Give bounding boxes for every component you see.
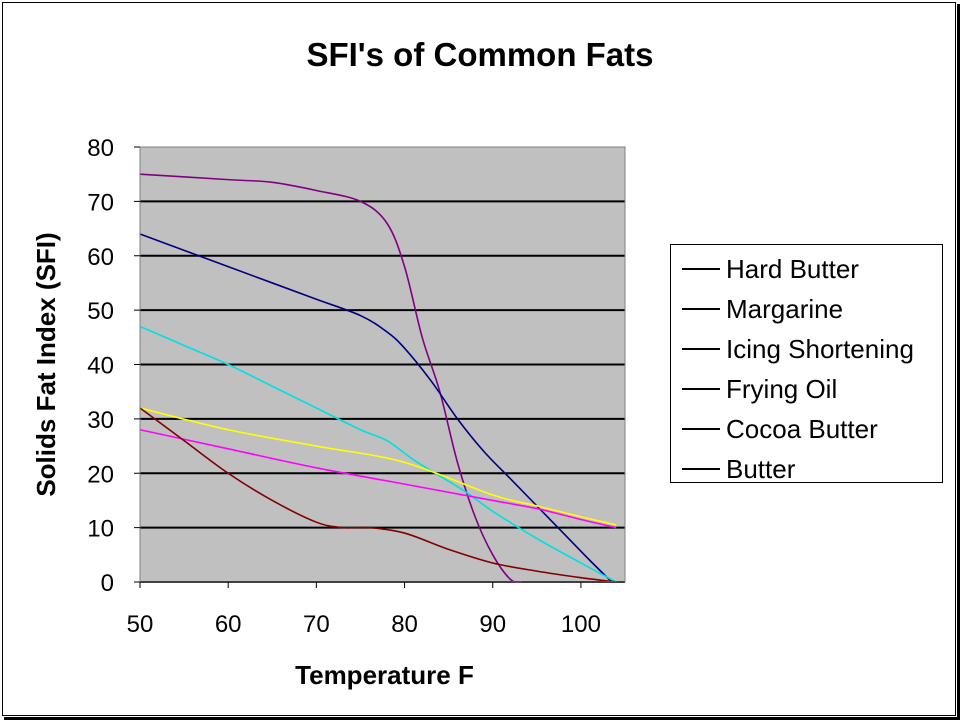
legend-label: Icing Shortening [726,333,914,364]
legend-label: Cocoa Butter [726,413,878,444]
y-tick-label: 30 [87,407,114,434]
legend-swatch [682,348,720,350]
y-axis-ticks: 0 10 20 30 40 50 60 70 80 [87,135,140,597]
y-tick-label: 20 [87,461,114,488]
y-tick-label: 40 [87,353,114,380]
legend-item: Butter [671,449,942,489]
frame-shadow-right [957,4,960,720]
legend: Hard Butter Margarine Icing Shortening Fryi… [670,244,943,484]
legend-swatch [682,468,720,470]
legend-swatch [682,308,720,310]
y-axis-title: Solids Fat Index (SFI) [31,232,61,496]
x-tick-label: 50 [127,611,154,638]
x-tick-label: 60 [215,611,242,638]
x-tick-label: 100 [561,611,601,638]
x-tick-label: 90 [479,611,506,638]
y-tick-label: 0 [101,570,114,597]
legend-swatch [682,268,720,270]
y-tick-label: 80 [87,135,114,162]
series-line-hard-butter [139,173,523,583]
legend-label: Hard Butter [726,253,859,284]
y-tick-label: 70 [87,189,114,216]
legend-label: Frying Oil [726,373,838,404]
legend-item: Cocoa Butter [671,409,942,449]
series-line-frying-oil [139,407,617,526]
legend-item: Icing Shortening [671,329,942,369]
x-tick-label: 70 [303,611,330,638]
series-line-cocoa-butter [139,428,617,529]
y-tick-label: 50 [87,298,114,325]
x-axis-ticks: 50 60 70 80 90 100 [127,582,601,638]
series-line-margarine [139,233,613,583]
legend-item: Frying Oil [671,369,942,409]
series-line-butter [139,407,617,583]
frame-shadow-bottom [4,717,960,720]
y-tick-label: 10 [87,516,114,543]
legend-item: Margarine [671,289,942,329]
legend-label: Butter [726,453,796,484]
series-lines [139,173,617,583]
legend-item: Hard Butter [671,249,942,289]
chart-title: SFI's of Common Fats [306,36,654,73]
legend-label: Margarine [726,293,844,324]
x-tick-label: 80 [391,611,418,638]
legend-swatch [682,388,720,390]
series-line-icing-shortening [139,325,617,583]
x-axis-title: Temperature F [295,660,474,690]
y-tick-label: 60 [87,244,114,271]
legend-swatch [682,428,720,430]
